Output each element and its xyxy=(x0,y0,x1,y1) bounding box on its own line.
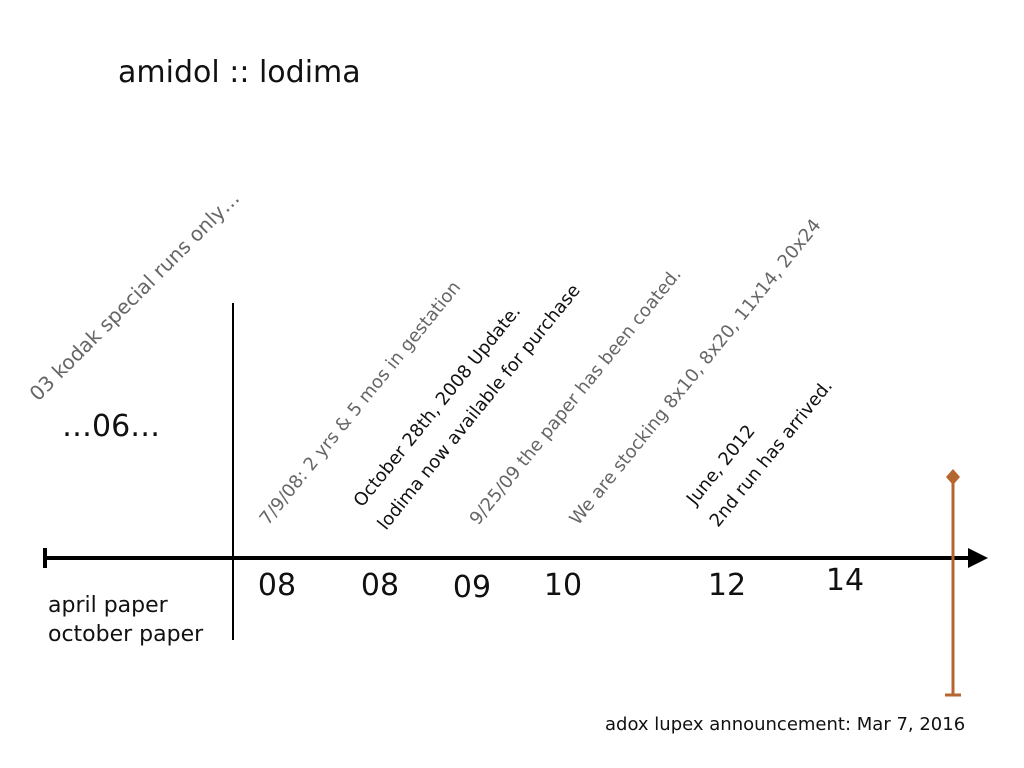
year-label: 12 xyxy=(708,568,746,603)
year-label: 10 xyxy=(544,568,582,603)
year-label: 14 xyxy=(826,563,864,598)
pre-label: 03 kodak special runs only… xyxy=(25,186,245,406)
title: amidol :: lodima xyxy=(118,55,361,90)
paper-label: october paper xyxy=(48,622,204,647)
gap-label: …06… xyxy=(62,409,160,444)
marker-label: adox lupex announcement: Mar 7, 2016 xyxy=(605,714,965,735)
marker-diamond xyxy=(946,469,960,485)
year-label: 08 xyxy=(361,568,399,603)
paper-label: april paper xyxy=(48,593,169,618)
year-label: 09 xyxy=(453,570,491,605)
year-label: 08 xyxy=(258,568,296,603)
axis-arrow xyxy=(968,548,988,568)
